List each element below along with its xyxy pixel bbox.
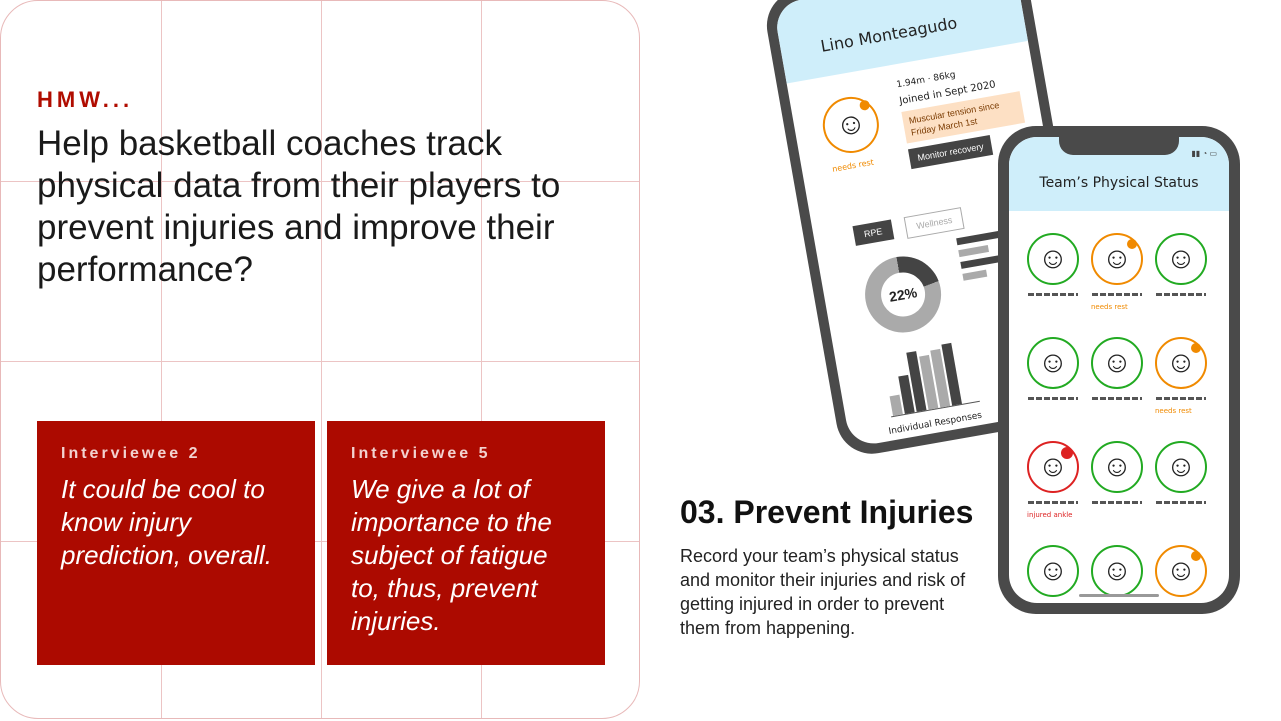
- phone-notch: [1059, 137, 1179, 155]
- player-name-scribble: [1156, 397, 1206, 400]
- quote-text: We give a lot of importance to the subje…: [351, 474, 552, 636]
- grid-line: [161, 1, 162, 718]
- team-status-title: Team’s Physical Status: [1039, 175, 1199, 191]
- grid-line: [1, 541, 639, 542]
- quote-author: Interviewee 5: [351, 445, 491, 462]
- alert-dot-icon: [1061, 447, 1073, 459]
- rpe-donut-chart: 22%: [859, 250, 948, 339]
- tab-rpe[interactable]: RPE: [852, 219, 894, 246]
- donut-value: 22%: [877, 268, 929, 320]
- smiley-face-icon[interactable]: ☺: [1027, 441, 1079, 493]
- player-name-scribble: [1028, 397, 1078, 400]
- grid-line: [321, 1, 322, 718]
- smiley-face-icon[interactable]: ☺: [1091, 441, 1143, 493]
- feature-title: 03. Prevent Injuries: [680, 494, 974, 530]
- smiley-face-icon[interactable]: ☺: [1091, 337, 1143, 389]
- quote-text: It could be cool to know injury predicti…: [61, 474, 272, 570]
- home-indicator: [1079, 594, 1159, 597]
- player-status: needs rest: [831, 157, 875, 174]
- player-name-scribble: [1028, 501, 1078, 504]
- player-name-scribble: [1028, 293, 1078, 296]
- quote-card: Interviewee 5 We give a lot of importanc…: [327, 421, 605, 665]
- smiley-face-icon[interactable]: ☺: [1027, 337, 1079, 389]
- hbar: [962, 269, 988, 281]
- hbar: [960, 255, 1001, 269]
- smiley-face-icon[interactable]: ☺: [1155, 233, 1207, 285]
- hmw-question: Help basketball coaches track physical d…: [37, 124, 561, 289]
- smiley-face-icon[interactable]: ☺: [1091, 233, 1143, 285]
- signal-wifi-battery-icon: ▮▮ ◔ ▭: [1191, 149, 1217, 158]
- smiley-face-icon[interactable]: ☺: [1155, 337, 1207, 389]
- alert-dot-icon: [1191, 343, 1201, 353]
- hbar: [956, 230, 1001, 246]
- grid-line: [1, 181, 639, 182]
- feature-description: Record your team’s physical status and m…: [680, 546, 966, 638]
- alert-dot-icon: [858, 99, 871, 112]
- alert-dot-icon: [1191, 551, 1201, 561]
- smiley-face-icon[interactable]: ☺: [1027, 233, 1079, 285]
- player-name-scribble: [1092, 397, 1142, 400]
- hmw-kicker: HMW...: [37, 87, 134, 112]
- player-name-scribble: [1092, 501, 1142, 504]
- alert-dot-icon: [1127, 239, 1137, 249]
- smiley-face-icon[interactable]: ☺: [1091, 545, 1143, 597]
- tab-wellness[interactable]: Wellness: [903, 207, 965, 239]
- player-status-label: injured ankle: [1027, 511, 1073, 519]
- player-status-label: needs rest: [1091, 303, 1128, 311]
- team-status-screen: ▮▮ ◔ ▭ Team’s Physical Status ☺ ☺ needs re…: [1009, 137, 1229, 603]
- hbar: [958, 245, 990, 258]
- player-status-label: needs rest: [1155, 407, 1192, 415]
- smiley-face-icon[interactable]: ☺: [1155, 545, 1207, 597]
- player-name-scribble: [1092, 293, 1142, 296]
- player-name-scribble: [1156, 501, 1206, 504]
- quote-author: Interviewee 2: [61, 445, 201, 462]
- vertical-bar-chart: [879, 335, 980, 418]
- bar: [889, 394, 903, 417]
- grid-line: [1, 361, 639, 362]
- grid-line: [481, 1, 482, 718]
- smiley-face-icon: ☺: [818, 92, 884, 158]
- smiley-face-icon[interactable]: ☺: [1027, 545, 1079, 597]
- hmw-card: HMW... Help basketball coaches track phy…: [0, 0, 640, 719]
- player-name-scribble: [1156, 293, 1206, 296]
- smiley-face-icon[interactable]: ☺: [1155, 441, 1207, 493]
- quote-card: Interviewee 2 It could be cool to know i…: [37, 421, 315, 665]
- team-status-phone: ▮▮ ◔ ▭ Team’s Physical Status ☺ ☺ needs re…: [998, 126, 1240, 614]
